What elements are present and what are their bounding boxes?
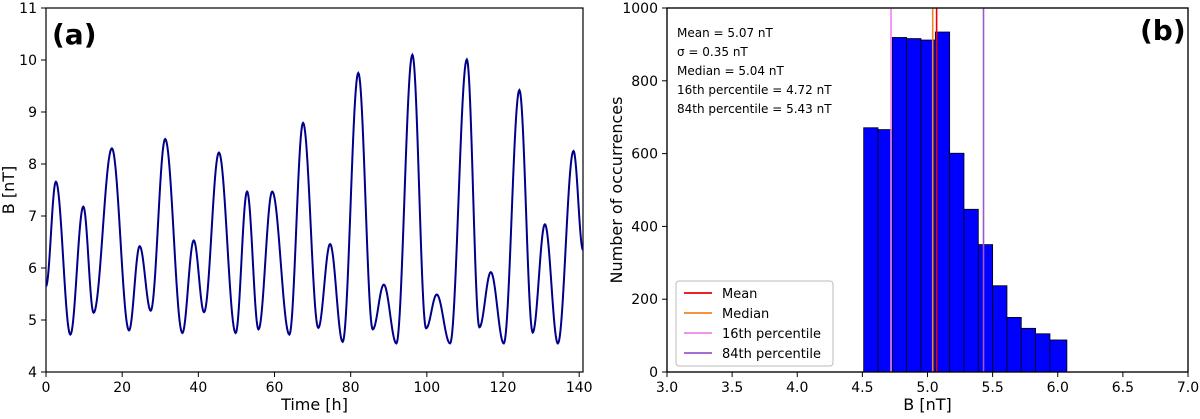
- histogram-bar: [877, 129, 893, 373]
- legend-label: 16th percentile: [722, 327, 821, 342]
- histogram-bar: [992, 285, 1008, 373]
- panel-b-y-axis-label: Number of occurrences: [607, 97, 626, 284]
- x-tick-label: 3.0: [656, 380, 678, 396]
- x-tick-label: 3.5: [721, 380, 743, 396]
- y-tick-label: 800: [631, 74, 658, 90]
- histogram-bar: [891, 37, 908, 373]
- histogram-bar: [1035, 333, 1051, 373]
- y-tick-label: 1000: [622, 1, 658, 17]
- histogram-bar: [949, 152, 965, 373]
- x-tick-label: 100: [413, 380, 440, 396]
- y-tick-label: 8: [28, 157, 37, 173]
- y-tick-label: 4: [28, 365, 37, 381]
- legend-label: Mean: [722, 287, 757, 302]
- legend-label: 84th percentile: [722, 347, 821, 362]
- histogram-bar: [906, 38, 922, 373]
- panel-a-y-ticks: 4 5 6 7 8 9 10 11: [19, 1, 46, 381]
- histogram-bar: [977, 244, 994, 373]
- x-tick-label: 6.0: [1047, 380, 1069, 396]
- panel-b-y-ticks: 0 200 400 600 800 1000: [622, 1, 667, 381]
- panel-b-x-ticks: 3.0 3.5 4.0 4.5 5.0 5.5 6.0 6.5 7.0: [656, 372, 1199, 396]
- x-tick-label: 7.0: [1177, 380, 1199, 396]
- histogram-bar: [1020, 327, 1037, 373]
- legend-box: [675, 280, 834, 367]
- histogram-bar: [863, 127, 879, 373]
- x-tick-label: 4.0: [786, 380, 808, 396]
- histogram-bar: [934, 31, 951, 373]
- x-tick-label: 0: [42, 380, 51, 396]
- histogram-bar: [963, 208, 979, 373]
- x-tick-label: 6.5: [1112, 380, 1134, 396]
- panel-a-x-axis-label: Time [h]: [280, 395, 348, 414]
- y-tick-label: 9: [28, 105, 37, 121]
- stat-line: 84th percentile = 5.43 nT: [677, 102, 832, 116]
- stat-line: σ = 0.35 nT: [677, 45, 748, 59]
- y-tick-label: 10: [19, 53, 37, 69]
- histogram-bar: [1006, 316, 1022, 373]
- y-tick-label: 6: [28, 261, 37, 277]
- x-tick-label: 5.5: [981, 380, 1003, 396]
- panel-a-time-series: (a) 0 20 40 60 80 100 120 140 4 5 6 7 8 9 10 11 Time […: [0, 1, 593, 414]
- panel-a-x-ticks: 0 20 40 60 80 100 120 140: [42, 372, 593, 396]
- y-tick-label: 7: [28, 209, 37, 225]
- histogram-bars: [863, 31, 1068, 373]
- y-tick-label: 0: [649, 365, 658, 381]
- panel-b-x-axis-label: B [nT]: [903, 395, 951, 414]
- x-tick-label: 5.0: [916, 380, 938, 396]
- x-tick-label: 4.5: [851, 380, 873, 396]
- x-tick-label: 140: [566, 380, 593, 396]
- legend: Mean Median 16th percentile 84th percentile: [675, 280, 834, 367]
- y-tick-label: 200: [631, 292, 658, 308]
- panel-b-label: (b): [1140, 14, 1186, 47]
- stat-line: Median = 5.04 nT: [677, 64, 784, 78]
- stat-line: 16th percentile = 4.72 nT: [677, 83, 832, 97]
- panel-a-label: (a): [52, 18, 97, 51]
- histogram-bar: [1049, 339, 1068, 373]
- legend-label: Median: [722, 307, 769, 322]
- x-tick-label: 120: [490, 380, 517, 396]
- y-tick-label: 5: [28, 313, 37, 329]
- panel-a-y-axis-label: B [nT]: [0, 166, 18, 214]
- statistics-annotation: Mean = 5.07 nT σ = 0.35 nT Median = 5.04 n…: [677, 26, 832, 116]
- y-tick-label: 600: [631, 147, 658, 163]
- series-line-B: [45, 52, 584, 345]
- panel-a-axes-frame: [45, 7, 584, 373]
- y-tick-label: 400: [631, 219, 658, 235]
- statistic-lines: [890, 8, 985, 372]
- x-tick-label: 40: [189, 380, 207, 396]
- stat-line: Mean = 5.07 nT: [677, 26, 774, 40]
- y-tick-label: 11: [19, 1, 37, 17]
- x-tick-label: 60: [266, 380, 284, 396]
- panel-b-histogram: (b) Mean = 5.07 nT σ = 0.35 nT Median = 5.…: [607, 1, 1199, 414]
- x-tick-label: 80: [342, 380, 360, 396]
- x-tick-label: 20: [113, 380, 131, 396]
